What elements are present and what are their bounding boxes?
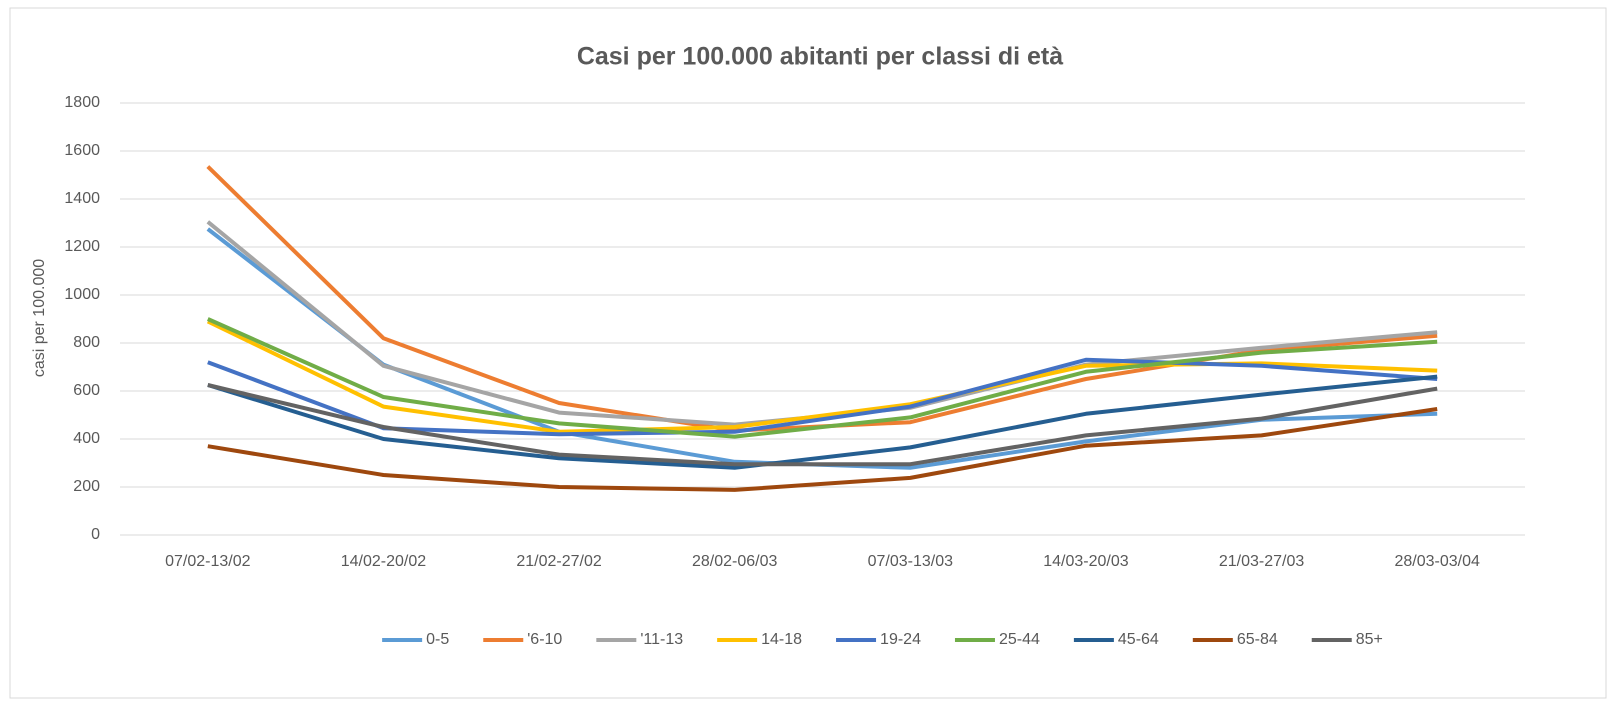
x-tick-label: 28/03-03/04 [1394, 553, 1480, 570]
y-tick-label: 1800 [64, 94, 100, 111]
series-line [207, 374, 1438, 470]
legend-label: '6-10 [527, 631, 562, 648]
legend-label: 65-84 [1237, 631, 1278, 648]
series-line [207, 357, 1438, 437]
y-tick-label: 1200 [64, 238, 100, 255]
series-line [207, 383, 1438, 467]
y-tick-label: 600 [73, 382, 100, 399]
x-tick-label: 21/02-27/02 [516, 553, 602, 570]
y-tick-label: 1400 [64, 190, 100, 207]
chart-title: Casi per 100.000 abitanti per classi di … [577, 43, 1063, 71]
legend-label: 45-64 [1118, 631, 1159, 648]
legend-label: 85+ [1356, 631, 1383, 648]
series-line [207, 317, 1438, 439]
y-tick-label: 400 [73, 430, 100, 447]
chart-border [9, 7, 1607, 699]
legend-label: 19-24 [880, 631, 921, 648]
x-tick-label: 14/02-20/02 [341, 553, 427, 570]
legend-label: '11-13 [640, 631, 683, 648]
legend-label: 14-18 [761, 631, 802, 648]
y-tick-label: 1000 [64, 286, 100, 303]
x-tick-label: 14/03-20/03 [1043, 553, 1129, 570]
x-tick-label: 28/02-06/03 [692, 553, 778, 570]
y-tick-label: 0 [91, 526, 100, 543]
y-tick-label: 800 [73, 334, 100, 351]
y-tick-label: 200 [73, 478, 100, 495]
x-tick-label: 21/03-27/03 [1219, 553, 1305, 570]
legend-label: 25-44 [999, 631, 1040, 648]
y-axis-label: casi per 100.000 [31, 259, 48, 377]
series-line [207, 407, 1438, 492]
x-tick-label: 07/02-13/02 [165, 553, 251, 570]
legend-label: 0-5 [426, 631, 449, 648]
y-tick-label: 1600 [64, 142, 100, 159]
x-tick-label: 07/03-13/03 [868, 553, 954, 570]
